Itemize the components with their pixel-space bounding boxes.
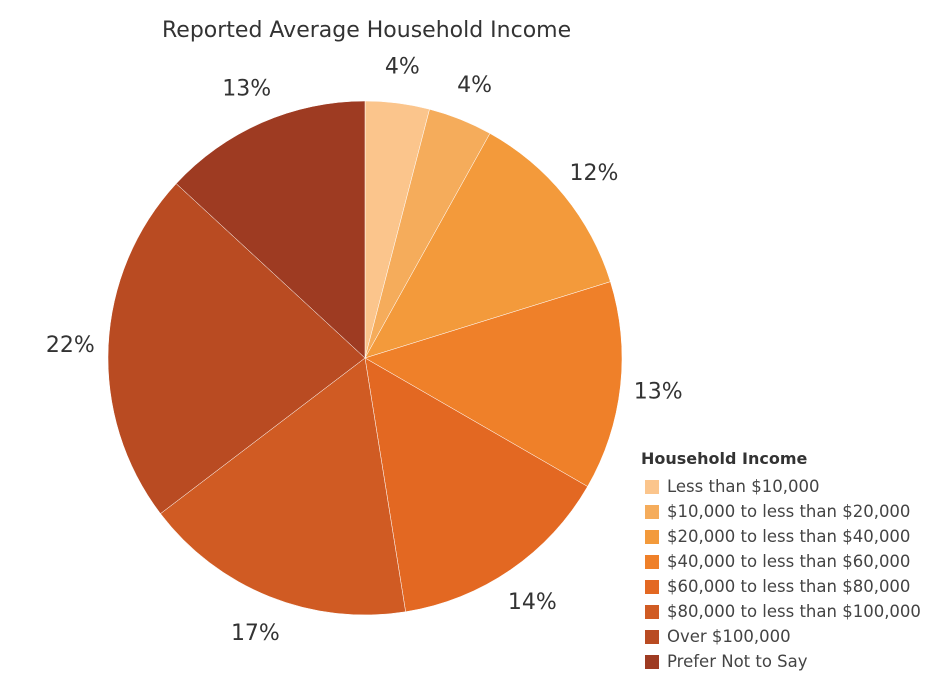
legend: Household Income Less than $10,000 $10,00… — [641, 449, 921, 674]
pie-slice-7[interactable] — [107, 183, 366, 514]
pie-slice-5[interactable] — [364, 357, 588, 613]
legend-swatch — [645, 654, 659, 669]
legend-title: Household Income — [641, 449, 808, 468]
legend-swatch — [645, 479, 659, 494]
legend-swatch — [645, 504, 659, 519]
legend-label: $20,000 to less than $40,000 — [667, 527, 911, 546]
slice-label-2: 4% — [457, 73, 492, 98]
legend-swatch — [645, 629, 659, 644]
legend-item-6[interactable]: $80,000 to less than $100,000 — [641, 599, 921, 624]
legend-items: Less than $10,000 $10,000 to less than $2… — [641, 474, 921, 674]
legend-item-2[interactable]: $10,000 to less than $20,000 — [641, 499, 921, 524]
pie-slice-3[interactable] — [364, 133, 611, 359]
legend-item-7[interactable]: Over $100,000 — [641, 624, 921, 649]
slice-label-7: 22% — [46, 333, 95, 358]
legend-item-5[interactable]: $60,000 to less than $80,000 — [641, 574, 921, 599]
legend-label: $40,000 to less than $60,000 — [667, 552, 911, 571]
legend-swatch — [645, 604, 659, 619]
slice-label-6: 17% — [231, 621, 280, 646]
pie-slice-8[interactable] — [175, 100, 366, 359]
legend-item-8[interactable]: Prefer Not to Say — [641, 649, 921, 674]
legend-swatch — [645, 554, 659, 569]
slice-label-1: 4% — [385, 54, 420, 79]
pie-slice-4[interactable] — [364, 281, 623, 487]
legend-label: Prefer Not to Say — [667, 652, 808, 671]
slice-label-4: 13% — [634, 380, 683, 405]
legend-label: $10,000 to less than $20,000 — [667, 502, 911, 521]
legend-label: Less than $10,000 — [667, 477, 820, 496]
chart-title: Reported Average Household Income — [162, 18, 572, 43]
slice-label-3: 12% — [570, 161, 619, 186]
legend-item-3[interactable]: $20,000 to less than $40,000 — [641, 524, 921, 549]
legend-item-1[interactable]: Less than $10,000 — [641, 474, 921, 499]
legend-label: $80,000 to less than $100,000 — [667, 602, 921, 621]
legend-swatch — [645, 529, 659, 544]
pie-slice-6[interactable] — [160, 357, 406, 616]
legend-swatch — [645, 579, 659, 594]
slice-label-8: 13% — [222, 77, 271, 102]
legend-item-4[interactable]: $40,000 to less than $60,000 — [641, 549, 921, 574]
legend-label: $60,000 to less than $80,000 — [667, 577, 911, 596]
slice-label-5: 14% — [508, 590, 557, 615]
legend-label: Over $100,000 — [667, 627, 791, 646]
